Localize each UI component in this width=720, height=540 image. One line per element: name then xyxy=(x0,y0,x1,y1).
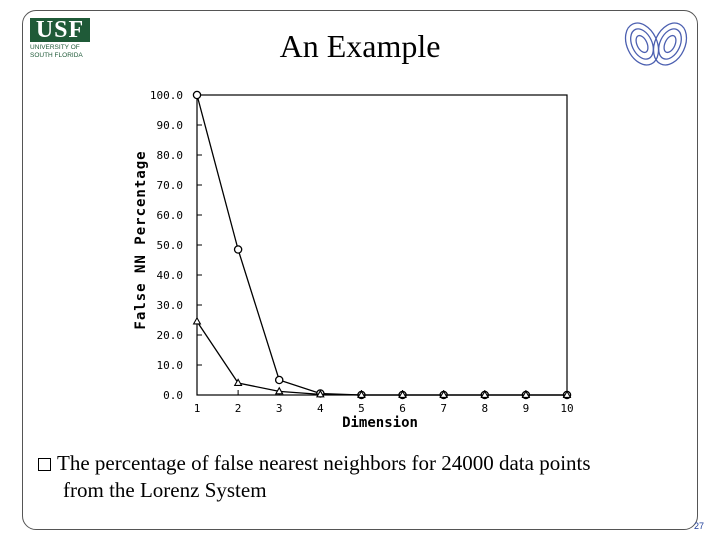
y-tick-label: 40.0 xyxy=(157,269,184,282)
data-point-circle xyxy=(274,375,284,385)
x-tick-label: 1 xyxy=(194,402,201,415)
data-point-circle xyxy=(233,245,243,254)
x-tick-label: 8 xyxy=(481,402,488,415)
y-tick-label: 0.0 xyxy=(163,389,183,402)
y-tick-label: 90.0 xyxy=(157,119,184,132)
fnn-chart: 0.0 10.0 20.0 30.0 40.0 50.0 60.0 70.0 80.0 90.0 1… xyxy=(133,89,574,431)
caption-text-1: The percentage of false nearest neighbor… xyxy=(57,451,591,475)
data-point-triangle xyxy=(480,390,490,398)
data-point-triangle xyxy=(315,389,325,398)
logo-line-1: UNIVERSITY OF xyxy=(30,44,80,51)
data-point-triangle xyxy=(192,316,202,325)
caption-line-1: The percentage of false nearest neighbor… xyxy=(38,450,688,477)
data-point-triangle xyxy=(233,378,243,386)
y-tick-label: 50.0 xyxy=(157,239,184,252)
x-tick-label: 3 xyxy=(276,402,283,415)
series-line-2 xyxy=(196,321,567,396)
y-tick-label: 60.0 xyxy=(157,209,184,222)
logo-mark: USF xyxy=(30,18,90,42)
y-tick-label: 30.0 xyxy=(157,299,184,312)
usf-logo: USF UNIVERSITY OF SOUTH FLORIDA xyxy=(30,18,94,68)
logo-subtitle: UNIVERSITY OF SOUTH FLORIDA xyxy=(30,44,94,60)
y-tick-label: 10.0 xyxy=(157,359,184,372)
x-tick-label: 2 xyxy=(235,402,242,415)
slide-title: An Example xyxy=(279,28,441,64)
plot-frame xyxy=(196,94,568,396)
data-point-triangle xyxy=(521,390,531,398)
data-point-triangle xyxy=(439,390,449,398)
data-point-triangle xyxy=(562,390,572,398)
y-axis-label: False NN Percentage xyxy=(133,150,149,329)
y-tick-label: 100.0 xyxy=(150,89,183,102)
slide-frame xyxy=(22,10,698,530)
x-tick-label: 7 xyxy=(440,402,447,415)
x-tick-label: 5 xyxy=(358,402,365,415)
lorenz-attractor-icon xyxy=(624,22,688,66)
page-number: 27 xyxy=(694,521,705,531)
caption: The percentage of false nearest neighbor… xyxy=(38,450,688,504)
x-tick-label: 9 xyxy=(523,402,530,415)
caption-line-2: from the Lorenz System xyxy=(63,478,267,502)
y-tick-label: 20.0 xyxy=(157,329,184,342)
logo-line-2: SOUTH FLORIDA xyxy=(30,52,83,59)
x-axis-label: Dimension xyxy=(342,415,418,431)
x-tick-label: 6 xyxy=(399,402,406,415)
y-tick-label: 80.0 xyxy=(157,149,184,162)
x-tick-label: 10 xyxy=(560,402,573,415)
data-point-circle xyxy=(192,90,202,100)
series-line-1 xyxy=(196,94,567,396)
checkbox-bullet-icon xyxy=(38,458,51,471)
data-point-triangle xyxy=(357,390,366,398)
data-point-triangle xyxy=(274,386,284,395)
y-tick-label: 70.0 xyxy=(157,179,184,192)
x-tick-label: 4 xyxy=(317,402,324,415)
data-point-triangle xyxy=(398,390,407,398)
